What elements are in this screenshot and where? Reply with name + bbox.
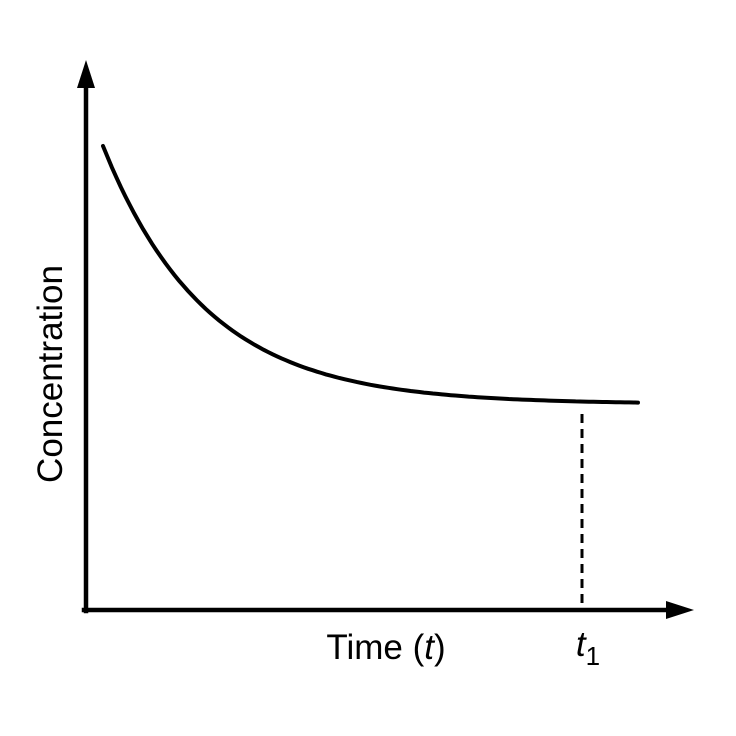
concentration-curve xyxy=(101,144,640,405)
x-axis-label-variable: t xyxy=(424,628,435,667)
y-axis-label: Concentration xyxy=(31,265,70,483)
x-axis-label-prefix: Time ( xyxy=(326,628,424,667)
x-axis-label-suffix: ) xyxy=(434,628,446,667)
x-axis-arrowhead-icon xyxy=(666,601,694,619)
t1-label-subscript: 1 xyxy=(586,641,600,671)
t1-label: t1 xyxy=(576,625,600,671)
t1-label-variable: t xyxy=(576,625,587,664)
y-axis-arrowhead-icon xyxy=(77,60,95,88)
x-axis-label: Time (t) xyxy=(326,628,445,667)
